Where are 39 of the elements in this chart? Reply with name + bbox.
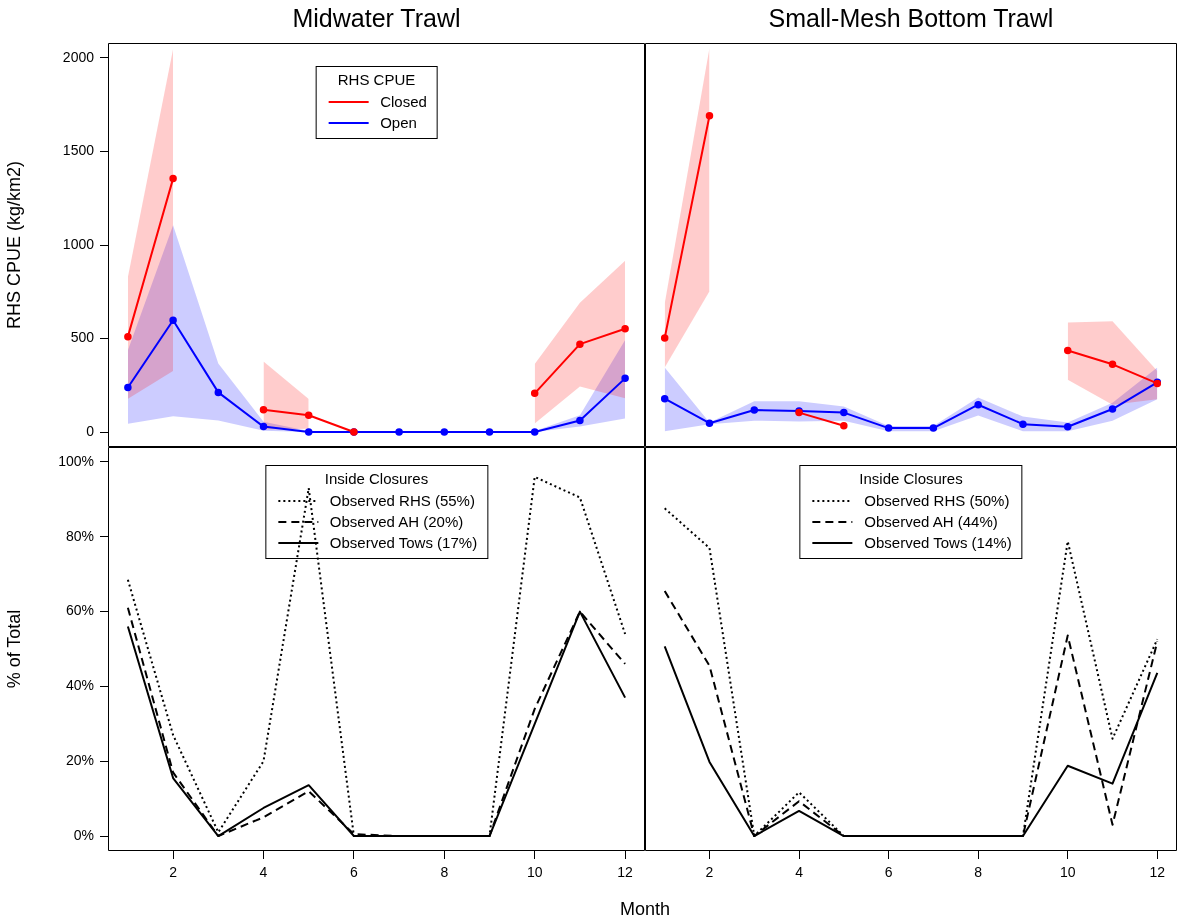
chart-title: Midwater Trawl: [291, 4, 462, 33]
y-tick-label: 2000: [62, 48, 95, 65]
y-axis-title: % of Total: [3, 609, 24, 689]
y-tick-label: 20%: [65, 752, 94, 769]
legend-label: Closed: [380, 93, 427, 110]
chart-title: Small-Mesh Bottom Trawl: [767, 4, 1055, 33]
x-tick-label: 12: [1149, 864, 1166, 881]
y-tick-label: 1000: [62, 235, 95, 252]
x-tick-label: 6: [884, 864, 893, 881]
x-tick-label: 8: [974, 864, 983, 881]
x-tick-label: 8: [440, 864, 449, 881]
legend-label: Observed RHS (55%): [329, 492, 475, 509]
y-tick-label: 500: [70, 329, 95, 346]
y-tick-label: 1500: [62, 142, 95, 159]
legend-title: RHS CPUE: [336, 71, 417, 88]
x-tick-label: 6: [350, 864, 358, 881]
y-tick-label: 40%: [65, 677, 94, 694]
y-tick-label: 80%: [65, 527, 94, 544]
legend-label: Observed AH (44%): [864, 513, 998, 530]
legend-label: Observed RHS (50%): [864, 492, 1010, 509]
y-axis-title: RHS CPUE (kg/km2): [3, 160, 24, 330]
x-tick-label: 4: [795, 864, 804, 881]
legend-label: Observed Tows (17%): [329, 534, 478, 551]
y-tick-label: 0: [86, 422, 95, 439]
legend-label: Observed Tows (14%): [864, 534, 1012, 551]
x-tick-label: 4: [259, 864, 268, 881]
y-tick-label: 100%: [58, 452, 94, 469]
x-tick-label: 2: [169, 864, 178, 881]
x-tick-label: 12: [617, 864, 634, 881]
legend-label: Observed AH (20%): [329, 513, 464, 530]
x-axis-title: Month: [619, 899, 671, 920]
legend-title: Inside Closures: [858, 470, 964, 487]
legend-label: Open: [380, 114, 417, 131]
x-tick-label: 10: [1059, 864, 1076, 881]
x-tick-label: 2: [705, 864, 714, 881]
y-tick-label: 0%: [73, 826, 94, 843]
y-tick-label: 60%: [65, 602, 94, 619]
legend-title: Inside Closures: [323, 470, 430, 487]
x-tick-label: 10: [526, 864, 543, 881]
